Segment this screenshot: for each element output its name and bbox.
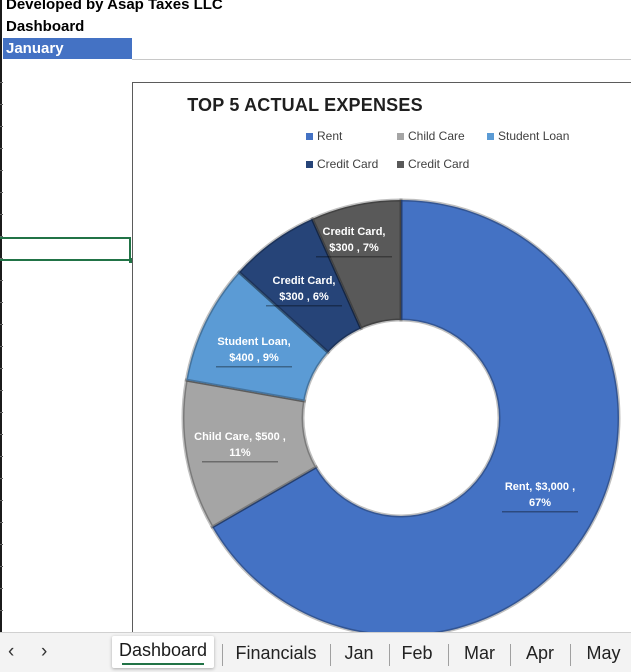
legend-swatch bbox=[487, 133, 494, 140]
data-label-shadow bbox=[202, 461, 278, 463]
sheet-tab-bar: ‹ › Dashboard Financials Jan Feb Mar Apr… bbox=[0, 632, 631, 672]
legend-label: Rent bbox=[317, 129, 343, 143]
row-tick bbox=[0, 434, 3, 435]
tab-feb[interactable]: Feb bbox=[401, 643, 433, 663]
row-tick bbox=[0, 456, 3, 457]
row-tick bbox=[0, 522, 3, 523]
cell-gridline bbox=[132, 59, 631, 60]
row-tick bbox=[0, 478, 3, 479]
data-label: Credit Card, $300 , 6% bbox=[266, 275, 342, 307]
data-label-text: Child Care, $500 , bbox=[194, 431, 286, 443]
sheet-title: Dashboard bbox=[6, 18, 85, 35]
data-label-shadow bbox=[216, 366, 292, 368]
donut-slice[interactable] bbox=[184, 270, 331, 403]
data-label-text: 11% bbox=[229, 447, 251, 459]
row-tick bbox=[0, 566, 3, 567]
row-tick bbox=[0, 236, 3, 237]
tab-separator bbox=[570, 644, 571, 666]
tab-jan[interactable]: Jan bbox=[344, 643, 374, 663]
data-label: Credit Card, $300 , 7% bbox=[316, 226, 392, 258]
row-tick bbox=[0, 170, 3, 171]
legend-item: Credit Card bbox=[397, 157, 469, 171]
data-label: Rent, $3,000 , 67% bbox=[502, 481, 578, 513]
tab-separator bbox=[330, 644, 331, 666]
row-tick bbox=[0, 302, 3, 303]
tab-separator bbox=[510, 644, 511, 666]
legend-item: Student Loan bbox=[487, 129, 569, 143]
active-tab-underline bbox=[122, 663, 204, 665]
data-label-text: $400 , 9% bbox=[229, 352, 279, 364]
data-label-text: 67% bbox=[529, 497, 551, 509]
row-tick bbox=[0, 280, 3, 281]
donut-slice[interactable] bbox=[210, 198, 621, 638]
data-label: Child Care, $500 , 11% bbox=[194, 431, 286, 463]
donut-slice[interactable] bbox=[181, 378, 319, 530]
data-label-text: $300 , 7% bbox=[329, 242, 379, 254]
tab-separator bbox=[448, 644, 449, 666]
data-label-text: Rent, $3,000 , bbox=[505, 481, 575, 493]
legend-label: Student Loan bbox=[498, 129, 570, 143]
tab-apr[interactable]: Apr bbox=[525, 643, 554, 663]
data-label-shadow bbox=[266, 305, 342, 307]
legend-swatch bbox=[397, 161, 404, 168]
data-label-text: $300 , 6% bbox=[279, 291, 329, 303]
legend-swatch bbox=[306, 161, 313, 168]
data-label-shadow bbox=[316, 256, 392, 258]
legend-swatch bbox=[397, 133, 404, 140]
row-tick bbox=[0, 412, 3, 413]
data-label: Student Loan, $400 , 9% bbox=[216, 336, 292, 368]
tab-financials[interactable]: Financials bbox=[235, 643, 317, 663]
data-label-text: Credit Card, bbox=[273, 275, 336, 287]
row-tick bbox=[0, 258, 3, 259]
data-label-shadow bbox=[502, 511, 578, 513]
row-tick bbox=[0, 148, 3, 149]
row-tick bbox=[0, 610, 3, 611]
row-tick bbox=[0, 390, 3, 391]
tab-dashboard[interactable]: Dashboard bbox=[112, 636, 214, 668]
row-tick bbox=[0, 500, 3, 501]
legend-label: Child Care bbox=[408, 129, 465, 143]
row-tick bbox=[0, 544, 3, 545]
legend-item: Child Care bbox=[397, 129, 465, 143]
row-tick bbox=[0, 214, 3, 215]
chevron-right-icon[interactable]: › bbox=[41, 641, 48, 662]
month-selector-cell[interactable]: January bbox=[3, 38, 132, 59]
donut-slice[interactable] bbox=[310, 198, 403, 331]
legend-item: Credit Card bbox=[306, 157, 378, 171]
row-header-border bbox=[0, 0, 2, 632]
row-tick bbox=[0, 346, 3, 347]
legend-label: Credit Card bbox=[317, 157, 379, 171]
row-tick bbox=[0, 82, 3, 83]
row-tick bbox=[0, 192, 3, 193]
tab-may[interactable]: May bbox=[586, 643, 621, 663]
fill-handle[interactable] bbox=[129, 258, 134, 263]
donut-slice[interactable] bbox=[236, 216, 364, 355]
row-tick bbox=[0, 588, 3, 589]
legend-item: Rent bbox=[306, 129, 342, 143]
row-tick bbox=[0, 104, 3, 105]
chevron-left-icon[interactable]: ‹ bbox=[8, 641, 15, 662]
developer-credit: Developed by Asap Taxes LLC bbox=[6, 0, 223, 13]
legend-label: Credit Card bbox=[408, 157, 470, 171]
tab-label: Dashboard bbox=[118, 640, 208, 660]
row-tick bbox=[0, 324, 3, 325]
tab-separator bbox=[222, 644, 223, 666]
data-label-text: Student Loan, bbox=[217, 336, 290, 348]
row-tick bbox=[0, 126, 3, 127]
chart-title: TOP 5 ACTUAL EXPENSES bbox=[187, 95, 423, 115]
data-label-text: Credit Card, bbox=[323, 226, 386, 238]
row-tick bbox=[0, 368, 3, 369]
active-cell-selection[interactable] bbox=[0, 237, 131, 261]
legend-swatch bbox=[306, 133, 313, 140]
tab-separator bbox=[389, 644, 390, 666]
tab-mar[interactable]: Mar bbox=[464, 643, 495, 663]
